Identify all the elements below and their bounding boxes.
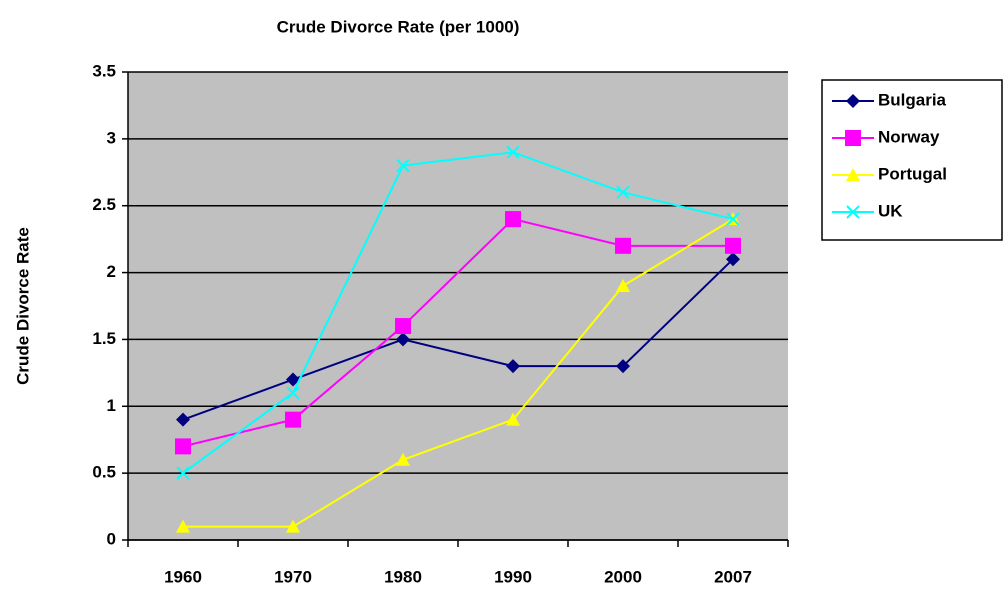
y-tick-label: 0.5 — [92, 463, 116, 482]
legend-marker — [846, 94, 860, 108]
data-point — [616, 185, 630, 200]
data-point — [176, 412, 190, 427]
data-point — [176, 466, 190, 480]
y-tick-label: 3.5 — [92, 61, 116, 80]
data-point — [616, 359, 630, 374]
plot-area — [128, 72, 788, 540]
legend-marker — [846, 168, 860, 181]
data-point — [505, 211, 521, 228]
data-point — [726, 212, 740, 226]
x-tick-label: 1990 — [494, 567, 532, 586]
data-point — [175, 438, 191, 455]
y-tick-label: 1.5 — [92, 329, 116, 348]
data-point — [396, 332, 410, 347]
y-tick-label: 3 — [107, 128, 116, 147]
data-point — [615, 237, 631, 254]
data-point — [726, 252, 740, 267]
legend-marker — [846, 205, 860, 219]
data-point — [506, 145, 520, 159]
legend-label: Norway — [878, 127, 940, 146]
data-point — [396, 158, 410, 173]
x-tick-label: 2007 — [714, 567, 752, 586]
data-point — [725, 237, 741, 254]
data-point — [285, 411, 301, 428]
data-point — [506, 412, 520, 426]
data-point — [396, 452, 410, 466]
y-tick-label: 2.5 — [92, 195, 116, 214]
series-line — [182, 258, 734, 421]
series-line — [182, 217, 733, 448]
data-point — [506, 359, 520, 374]
data-point — [616, 278, 630, 292]
legend-label: Portugal — [878, 164, 947, 183]
data-point — [286, 519, 300, 533]
data-point — [395, 318, 411, 335]
x-tick-label: 1980 — [384, 567, 422, 586]
y-tick-label: 2 — [107, 262, 116, 281]
data-point — [286, 386, 300, 400]
legend-label: UK — [878, 201, 903, 220]
data-point — [176, 519, 190, 533]
data-point — [286, 372, 300, 387]
x-tick-label: 1960 — [164, 567, 202, 586]
x-tick-label: 1970 — [274, 567, 312, 586]
chart-title: Crude Divorce Rate (per 1000) — [277, 17, 520, 36]
x-tick-label: 2000 — [604, 567, 642, 586]
y-tick-label: 1 — [107, 396, 116, 415]
legend-label: Bulgaria — [878, 90, 947, 109]
y-axis-label: Crude Divorce Rate — [13, 227, 32, 385]
y-tick-label: 0 — [107, 529, 116, 548]
series-line — [183, 218, 734, 528]
series-line — [182, 151, 734, 474]
legend-marker — [845, 130, 861, 146]
